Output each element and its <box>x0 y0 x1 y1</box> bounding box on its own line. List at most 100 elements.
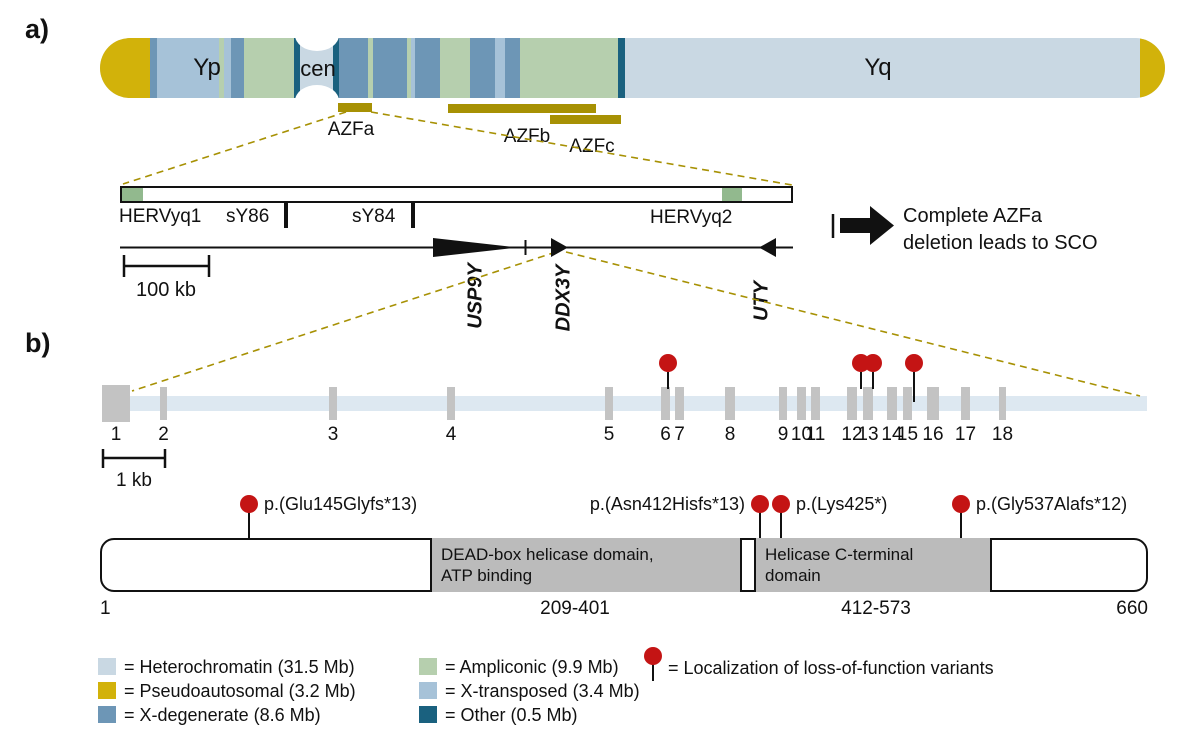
exon-number: 2 <box>158 424 169 445</box>
helicase-c-domain: Helicase C-terminal domain <box>754 538 992 592</box>
deletion-arrow-icon <box>840 206 894 245</box>
exon-number: 16 <box>922 424 944 445</box>
exon-block <box>887 387 897 420</box>
exon-number: 17 <box>954 424 977 445</box>
variant-lollipop-stem <box>913 372 915 402</box>
legend-label: = Other (0.5 Mb) <box>445 705 578 725</box>
chromosome-band <box>618 38 625 98</box>
exon-block <box>329 387 337 420</box>
legend-label: = Heterochromatin (31.5 Mb) <box>124 657 355 677</box>
exon-number: 12 <box>841 424 863 445</box>
uty-gene-label: UTY <box>750 281 773 321</box>
legend-swatch-ampliconic <box>419 658 437 675</box>
legend-label: = X-transposed (3.4 Mb) <box>445 681 640 701</box>
chromosome-band <box>440 38 470 98</box>
legend-label: = Pseudoautosomal (3.2 Mb) <box>124 681 356 701</box>
exon-block <box>102 385 130 422</box>
exon-block <box>961 387 970 420</box>
exon-block <box>863 387 873 420</box>
chromosome-band <box>1140 38 1165 98</box>
chromosome-band <box>407 38 411 98</box>
dead-box-domain: DEAD-box helicase domain, ATP binding <box>430 538 742 592</box>
chromosome-band <box>219 38 224 98</box>
chromosome-band <box>505 38 520 98</box>
azf-region-label: AZFc <box>569 136 615 157</box>
legend-swatch-pseudoautosomal <box>98 682 116 699</box>
legend-variant-lollipop-icon <box>644 647 662 665</box>
exon-block <box>725 387 735 420</box>
variant-lollipop-icon <box>751 495 769 513</box>
azf-region-bar <box>448 104 596 113</box>
hervyq2-repeat-block <box>722 188 742 201</box>
legend-variant-label: = Localization of loss-of-function varia… <box>668 658 994 678</box>
variant-lollipop-stem <box>667 372 669 389</box>
chromosome-band <box>368 38 373 98</box>
chromosome-band <box>231 38 244 98</box>
variant-label: p.(Gly537Alafs*12) <box>976 494 1128 514</box>
chromosome-band <box>157 38 219 98</box>
exon-number: 1 <box>110 424 122 445</box>
uty-gene-arrow-icon <box>759 238 776 257</box>
chromosome-band <box>415 38 440 98</box>
intron-backbone <box>128 396 1147 411</box>
exon-block <box>779 387 787 420</box>
helicase-c-domain-line1: Helicase C-terminal <box>765 545 914 564</box>
exon-number: 13 <box>857 424 879 445</box>
exon-number: 5 <box>603 424 615 445</box>
variant-lollipop-icon <box>952 495 970 513</box>
panel-a-label: a) <box>25 14 50 44</box>
variant-lollipop-icon <box>772 495 790 513</box>
scale-1kb-label: 1 kb <box>116 470 152 491</box>
variant-lollipop-stem <box>860 372 862 389</box>
exon-block <box>847 387 857 420</box>
exon-number: 11 <box>805 424 826 445</box>
sy84-label: sY84 <box>352 206 396 227</box>
exon-number: 4 <box>445 424 457 445</box>
variant-lollipop-icon <box>240 495 258 513</box>
variant-label: p.(Asn412Hisfs*13) <box>589 494 745 514</box>
exon-block <box>927 387 939 420</box>
legend-variant-lollipop-stem <box>652 664 654 681</box>
variant-lollipop-icon <box>659 354 677 372</box>
hervyq1-repeat-block <box>122 188 143 201</box>
variant-lollipop-stem <box>960 511 962 538</box>
chromosome-band <box>470 38 495 98</box>
exon-block <box>605 387 613 420</box>
exon-number: 7 <box>674 424 685 445</box>
azf-region-bar <box>338 103 372 112</box>
variant-label: p.(Glu145Glyfs*13) <box>264 494 418 514</box>
exon-block <box>903 387 912 420</box>
exon-block <box>811 387 820 420</box>
scale-100kb-label: 100 kb <box>135 279 197 301</box>
centromere-label: cen <box>300 56 336 81</box>
dead-box-domain-line1: DEAD-box helicase domain, <box>441 545 654 564</box>
protein-start-position: 1 <box>100 598 111 619</box>
yq-arm-label: Yq <box>864 54 892 81</box>
variant-lollipop-icon <box>905 354 923 372</box>
yp-arm-label: Yp <box>193 54 221 81</box>
dead-box-domain-range: 209-401 <box>540 598 610 619</box>
legend-swatch-x_degenerate <box>98 706 116 723</box>
sy86-label: sY86 <box>226 206 270 227</box>
azf-region-label: AZFa <box>327 119 375 140</box>
exon-number: 3 <box>327 424 339 445</box>
usp9y-gene-label: USP9Y <box>464 263 487 329</box>
chromosome-band <box>495 38 505 98</box>
variant-lollipop-stem <box>759 511 761 538</box>
deletion-annotation: Complete AZFa deletion leads to SCO <box>903 203 1098 257</box>
ddx3y-gene-arrow-icon <box>551 238 568 257</box>
ddx3y-gene-label: DDX3Y <box>552 264 575 332</box>
chromosome-band <box>520 38 618 98</box>
legend-swatch-heterochromatin <box>98 658 116 675</box>
chromosome-band <box>339 38 368 98</box>
legend-swatch-x_transposed <box>419 682 437 699</box>
chromosome-band <box>411 38 415 98</box>
chromosome-band <box>294 38 300 98</box>
annotation-line1: Complete AZFa <box>903 205 1042 227</box>
y-chromosome-ideogram <box>100 38 1165 98</box>
usp9y-gene-arrow-icon <box>433 238 518 257</box>
exon-number: 15 <box>896 424 919 445</box>
exon-block <box>661 387 670 420</box>
exon-number: 6 <box>660 424 671 445</box>
